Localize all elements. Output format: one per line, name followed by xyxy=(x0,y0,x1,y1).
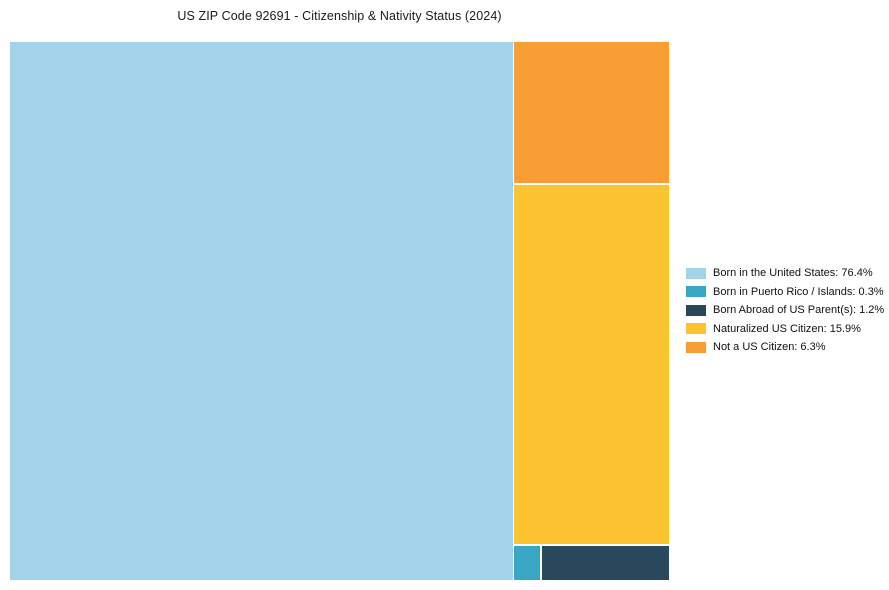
legend-label-born-abroad: Born Abroad of US Parent(s): 1.2% xyxy=(713,304,885,316)
legend-label-not-a-us-citizen: Not a US Citizen: 6.3% xyxy=(713,341,826,353)
legend-item-not-a-us-citizen: Not a US Citizen: 6.3% xyxy=(686,341,884,353)
legend-swatch-not-a-us-citizen xyxy=(686,341,706,353)
treemap-segment-born-in-puerto-rico-islands xyxy=(514,546,540,580)
chart-title: US ZIP Code 92691 - Citizenship & Nativi… xyxy=(177,9,502,23)
legend: Born in the United States: 76.4% Born in… xyxy=(686,267,884,360)
legend-swatch-born-abroad xyxy=(686,304,706,316)
legend-swatch-born-in-us xyxy=(686,267,706,279)
treemap-segment-born-in-us xyxy=(10,42,513,580)
treemap-segment-not-a-us-citizen xyxy=(514,42,669,183)
treemap-segment-naturalized-us-citizen xyxy=(514,185,669,544)
legend-swatch-naturalized xyxy=(686,323,706,334)
legend-item-born-abroad: Born Abroad of US Parent(s): 1.2% xyxy=(686,304,884,316)
legend-label-naturalized: Naturalized US Citizen: 15.9% xyxy=(713,322,861,335)
legend-item-born-in-puerto-rico: Born in Puerto Rico / Islands: 0.3% xyxy=(686,286,884,298)
legend-label-born-in-puerto-rico: Born in Puerto Rico / Islands: 0.3% xyxy=(713,285,884,298)
legend-label-born-in-us: Born in the United States: 76.4% xyxy=(713,267,873,279)
treemap-segment-born-abroad-of-us-parents xyxy=(542,546,669,580)
legend-swatch-born-in-puerto-rico xyxy=(686,286,706,297)
legend-item-naturalized: Naturalized US Citizen: 15.9% xyxy=(686,323,884,335)
legend-item-born-in-us: Born in the United States: 76.4% xyxy=(686,267,884,279)
